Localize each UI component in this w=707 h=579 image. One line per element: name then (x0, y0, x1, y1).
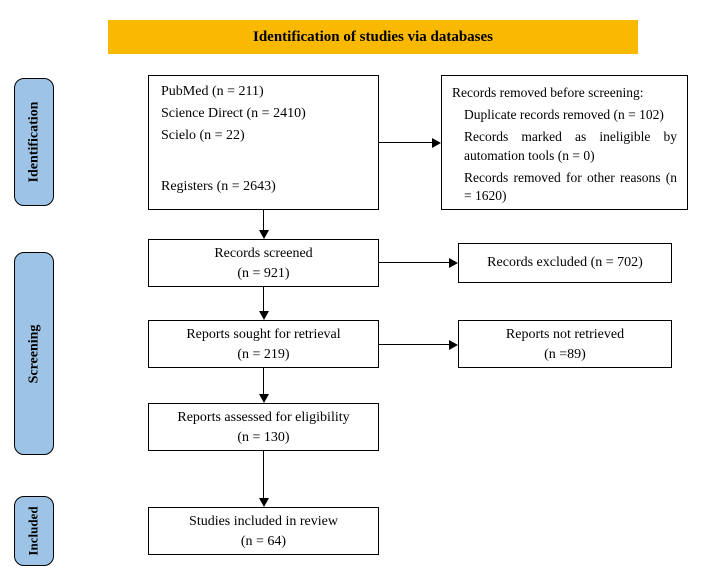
stage-screening: Screening (14, 252, 54, 455)
removed-other: Records removed for other reasons (n = 1… (452, 169, 677, 205)
stage-identification: Identification (14, 78, 54, 206)
excluded-text: Records excluded (n = 702) (487, 255, 643, 271)
arrow-sought-assessed-head (259, 394, 269, 403)
arrow-sought-notretrieved-head (449, 340, 458, 350)
box-screened: Records screened (n = 921) (148, 239, 379, 287)
included-n: (n = 64) (149, 534, 378, 550)
sources-pubmed: PubMed (n = 211) (161, 84, 264, 100)
removed-ineligible: Records marked as ineligible by automati… (452, 128, 677, 164)
box-excluded: Records excluded (n = 702) (458, 243, 672, 283)
sources-scielo: Scielo (n = 22) (161, 128, 245, 144)
assessed-n: (n = 130) (149, 430, 378, 446)
arrow-screened-sought-head (259, 311, 269, 320)
arrow-screened-excluded-line (379, 262, 450, 263)
box-sources: PubMed (n = 211) Science Direct (n = 241… (148, 75, 379, 210)
box-assessed: Reports assessed for eligibility (n = 13… (148, 403, 379, 451)
removed-title: Records removed before screening: (452, 84, 677, 102)
sought-title: Reports sought for retrieval (149, 327, 378, 343)
arrow-sought-notretrieved-line (379, 344, 450, 345)
sources-registers: Registers (n = 2643) (161, 179, 276, 195)
removed-duplicates: Duplicate records removed (n = 102) (452, 106, 677, 124)
arrow-sources-removed-head (432, 138, 441, 148)
arrow-assessed-included-head (259, 498, 269, 507)
assessed-title: Reports assessed for eligibility (149, 410, 378, 426)
screened-title: Records screened (149, 246, 378, 262)
stage-screening-label: Screening (26, 324, 42, 383)
not-retrieved-title: Reports not retrieved (459, 327, 671, 343)
arrow-sources-screened-line (263, 210, 264, 231)
box-not-retrieved: Reports not retrieved (n =89) (458, 320, 672, 368)
arrow-screened-excluded-head (449, 258, 458, 268)
stage-identification-label: Identification (26, 102, 42, 183)
arrow-assessed-included-line (263, 451, 264, 499)
prisma-flow-diagram: Identification of studies via databases … (0, 0, 707, 579)
included-title: Studies included in review (149, 514, 378, 530)
screened-n: (n = 921) (149, 266, 378, 282)
header-title: Identification of studies via databases (253, 29, 493, 46)
box-removed: Records removed before screening: Duplic… (441, 75, 688, 210)
arrow-sought-assessed-line (263, 368, 264, 395)
arrow-sources-screened-head (259, 230, 269, 239)
not-retrieved-n: (n =89) (459, 347, 671, 363)
sources-science-direct: Science Direct (n = 2410) (161, 106, 306, 122)
arrow-screened-sought-line (263, 287, 264, 312)
header-bar: Identification of studies via databases (108, 20, 638, 54)
stage-included-label: Included (26, 506, 42, 555)
stage-included: Included (14, 496, 54, 566)
box-sought: Reports sought for retrieval (n = 219) (148, 320, 379, 368)
arrow-sources-removed-line (379, 142, 433, 143)
sought-n: (n = 219) (149, 347, 378, 363)
box-included: Studies included in review (n = 64) (148, 507, 379, 555)
